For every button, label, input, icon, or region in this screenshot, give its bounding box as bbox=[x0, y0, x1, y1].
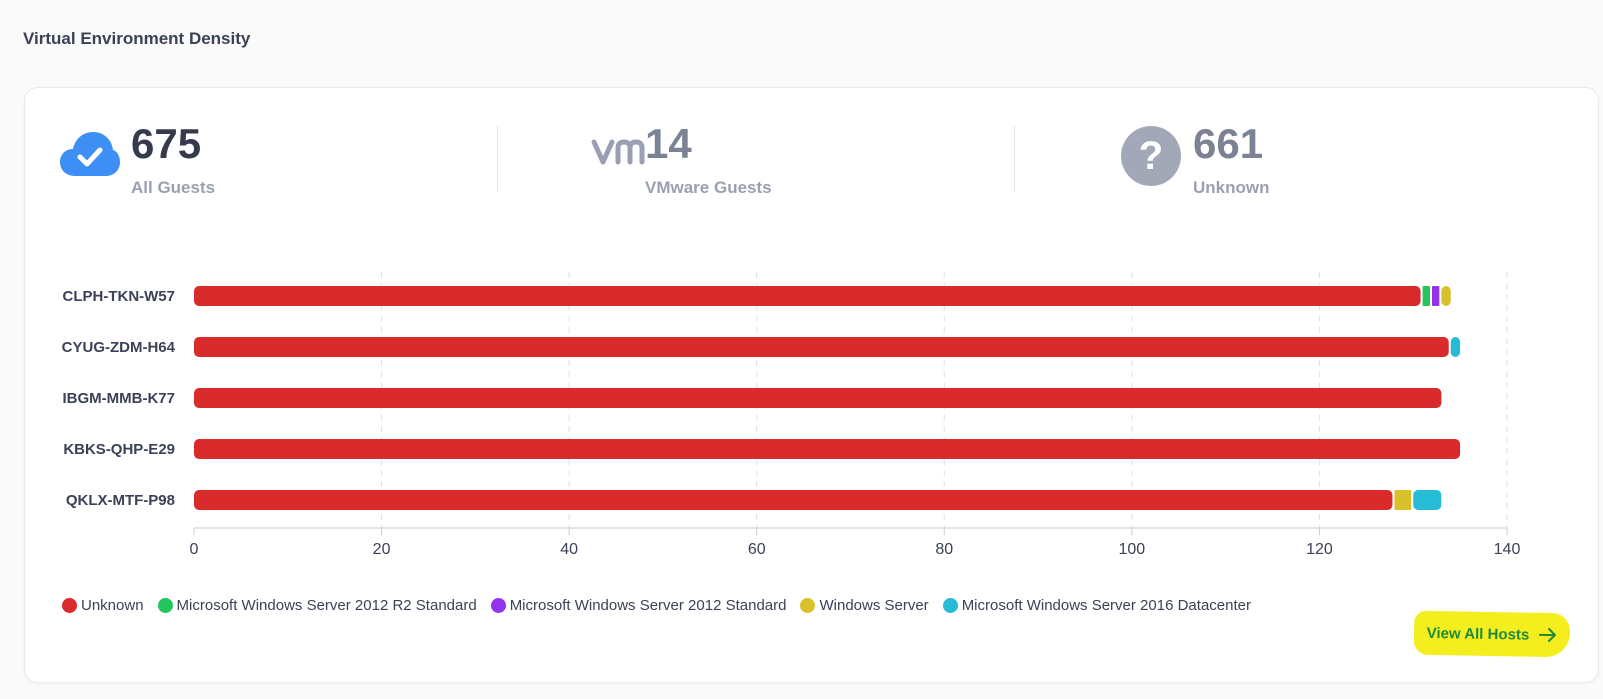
legend-label: Windows Server bbox=[819, 597, 929, 614]
legend-item[interactable]: Microsoft Windows Server 2012 R2 Standar… bbox=[157, 597, 477, 614]
legend-swatch bbox=[157, 598, 173, 613]
legend-label: Microsoft Windows Server 2012 Standard bbox=[509, 597, 787, 614]
stat-value: 14 bbox=[645, 120, 692, 167]
view-all-hosts-label: View All Hosts bbox=[1426, 624, 1530, 644]
vm-icon bbox=[591, 139, 645, 165]
legend-swatch bbox=[942, 598, 958, 613]
legend-item[interactable]: Windows Server bbox=[800, 597, 929, 614]
legend-swatch bbox=[800, 598, 816, 613]
stat-label: Unknown bbox=[1193, 178, 1270, 197]
question-icon: ? bbox=[1121, 126, 1181, 186]
cloud-check-icon bbox=[60, 132, 120, 176]
legend-label: Unknown bbox=[81, 597, 144, 614]
divider bbox=[1014, 126, 1015, 192]
density-card bbox=[24, 87, 1599, 683]
view-all-hosts-button[interactable]: View All Hosts bbox=[1413, 610, 1571, 658]
legend-item[interactable]: Unknown bbox=[62, 597, 144, 614]
stat-label: All Guests bbox=[131, 178, 216, 197]
stat-value: 675 bbox=[131, 120, 202, 167]
stat-value: 661 bbox=[1193, 120, 1264, 167]
chart-legend: Unknown Microsoft Windows Server 2012 R2 … bbox=[62, 597, 1251, 614]
arrow-right-icon bbox=[1539, 628, 1557, 642]
legend-swatch bbox=[490, 598, 506, 613]
legend-label: Microsoft Windows Server 2012 R2 Standar… bbox=[176, 597, 477, 614]
stat-label: VMware Guests bbox=[645, 178, 772, 197]
legend-item[interactable]: Microsoft Windows Server 2016 Datacenter bbox=[942, 597, 1251, 614]
legend-swatch bbox=[62, 598, 77, 613]
section-title: Virtual Environment Density bbox=[23, 29, 251, 48]
divider bbox=[497, 126, 498, 192]
legend-label: Microsoft Windows Server 2016 Datacenter bbox=[961, 597, 1251, 614]
legend-item[interactable]: Microsoft Windows Server 2012 Standard bbox=[490, 597, 787, 614]
